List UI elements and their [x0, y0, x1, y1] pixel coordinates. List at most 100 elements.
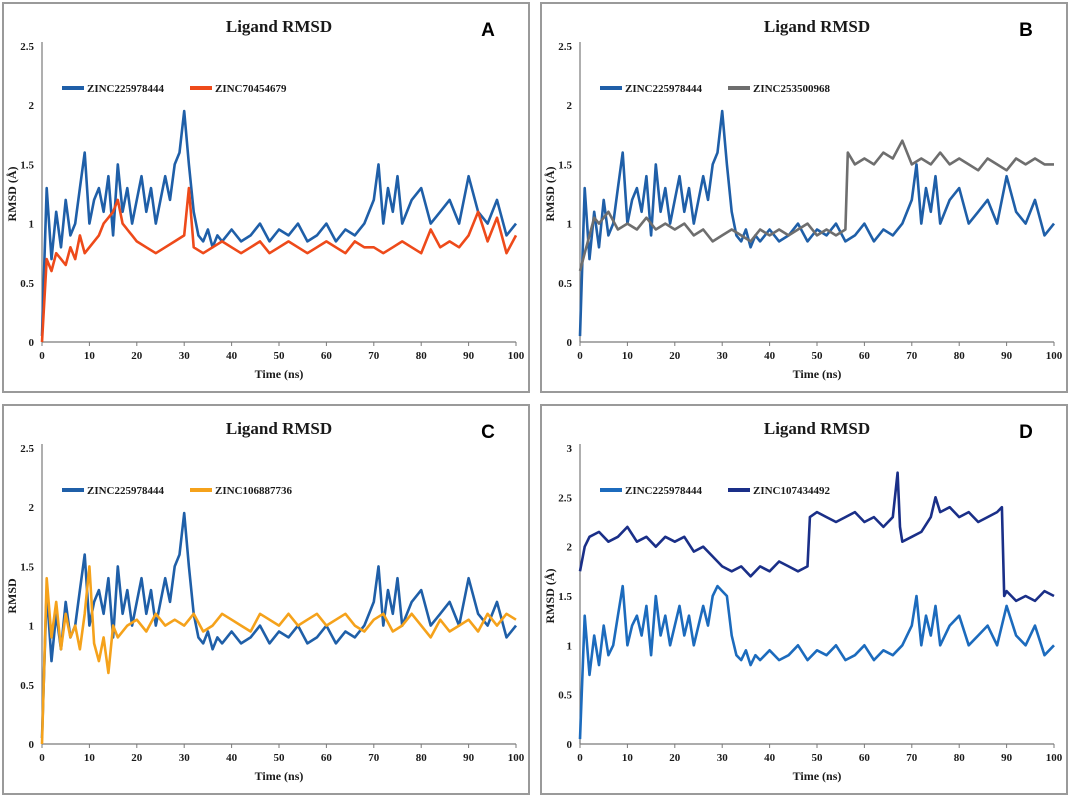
y-tick-label: 2.5	[20, 41, 34, 53]
x-tick-label: 40	[226, 752, 238, 764]
legend-label: ZINC225978444	[625, 83, 703, 95]
x-tick-label: 0	[577, 350, 583, 362]
x-tick-label: 10	[84, 350, 96, 362]
y-tick-label: 1.5	[20, 159, 34, 171]
x-tick-label: 0	[39, 752, 45, 764]
y-tick-label: 1	[567, 219, 573, 231]
chart-title-b: Ligand RMSD	[764, 17, 870, 36]
legend-label: ZINC225978444	[87, 83, 165, 95]
chart-title-d: Ligand RMSD	[764, 419, 870, 438]
y-tick-label: 0	[567, 337, 573, 349]
y-tick-label: 0	[29, 337, 35, 349]
y-tick-label: 2.5	[558, 492, 572, 504]
chart-title-a: Ligand RMSD	[226, 17, 332, 36]
x-axis-label: Time (ns)	[255, 367, 304, 381]
chart-panel-b: Ligand RMSD B 0 10 20 30 40 50 60 70 80 90 100 0 0.5 1 1…	[540, 2, 1068, 393]
chart-panel-d: Ligand RMSD D 0 10 20 30 40 50 60 70 80 90 100 0 0.5 1 1…	[540, 404, 1068, 795]
y-axis-label: RMSD (Å)	[543, 167, 557, 222]
y-tick-label: 1	[29, 621, 35, 633]
x-tick-label: 30	[717, 752, 729, 764]
x-tick-label: 70	[368, 752, 380, 764]
x-tick-label: 100	[508, 350, 525, 362]
x-axis-label: Time (ns)	[255, 769, 304, 783]
x-tick-label: 50	[274, 752, 286, 764]
series-line-zinc253500968	[578, 139, 1054, 272]
y-axis-label: RMSD	[5, 578, 19, 614]
x-tick-label: 30	[179, 350, 191, 362]
chart-panel-a: Ligand RMSD A 0 10 20 30 40 50 60 70 80 90 100 0 0.5 1 1…	[2, 2, 530, 393]
chart-a: Ligand RMSD A 0 10 20 30 40 50 60 70 80 90 100 0 0.5 1 1…	[5, 17, 525, 381]
x-tick-label: 80	[954, 350, 966, 362]
x-tick-label: 70	[906, 350, 918, 362]
x-tick-label: 0	[577, 752, 583, 764]
x-tick-label: 30	[179, 752, 191, 764]
panel-label-c: C	[481, 422, 495, 443]
chart-title-c: Ligand RMSD	[226, 419, 332, 438]
y-tick-label: 0.5	[558, 278, 572, 290]
y-tick-label: 0.5	[20, 680, 34, 692]
y-axis-label: RMSD (Å)	[543, 569, 557, 624]
y-tick-label: 2	[29, 100, 35, 112]
x-tick-label: 70	[368, 350, 380, 362]
x-tick-label: 60	[321, 752, 333, 764]
y-tick-label: 0	[29, 739, 35, 751]
x-tick-label: 80	[416, 350, 428, 362]
y-tick-label: 2	[567, 100, 573, 112]
y-tick-label: 2.5	[558, 41, 572, 53]
y-tick-label: 1.5	[558, 159, 572, 171]
legend-label: ZINC253500968	[753, 83, 831, 95]
x-axis-label: Time (ns)	[793, 769, 842, 783]
x-tick-label: 20	[131, 752, 143, 764]
x-tick-label: 20	[669, 752, 681, 764]
panel-label-b: B	[1019, 20, 1033, 41]
x-tick-label: 80	[954, 752, 966, 764]
legend-label: ZINC70454679	[215, 83, 287, 95]
series-line-zinc225978444	[578, 584, 1055, 740]
x-tick-label: 20	[131, 350, 143, 362]
x-tick-label: 10	[622, 752, 634, 764]
series-line-zinc70454679	[40, 186, 518, 343]
x-tick-label: 30	[717, 350, 729, 362]
x-tick-label: 60	[321, 350, 333, 362]
panel-label-d: D	[1019, 422, 1033, 443]
x-tick-label: 90	[1001, 752, 1013, 764]
x-tick-label: 70	[906, 752, 918, 764]
x-tick-label: 10	[622, 350, 634, 362]
y-tick-label: 1	[567, 640, 573, 652]
legend-label: ZINC107434492	[753, 485, 831, 497]
series-line-zinc225978444	[40, 511, 518, 739]
x-tick-label: 90	[463, 752, 475, 764]
y-tick-label: 0	[567, 739, 573, 751]
y-tick-label: 1.5	[20, 561, 34, 573]
y-tick-label: 1.5	[558, 591, 572, 603]
x-tick-label: 40	[226, 350, 238, 362]
legend-label: ZINC225978444	[625, 485, 703, 497]
y-tick-label: 2.5	[20, 443, 34, 455]
y-tick-label: 2	[567, 542, 573, 554]
x-tick-label: 100	[508, 752, 525, 764]
panel-label-a: A	[481, 20, 495, 41]
x-tick-label: 100	[1046, 350, 1063, 362]
legend-label: ZINC106887736	[215, 485, 293, 497]
series-line-zinc106887736	[40, 565, 517, 745]
series-line-zinc107434492	[578, 471, 1055, 603]
chart-panel-c: Ligand RMSD C 0 10 20 30 40 50 60 70 80 90 100 0 0.5 1 1…	[2, 404, 530, 795]
y-axis-label: RMSD (Å)	[5, 167, 19, 222]
x-tick-label: 0	[39, 350, 45, 362]
chart-d: Ligand RMSD D 0 10 20 30 40 50 60 70 80 90 100 0 0.5 1 1…	[543, 419, 1063, 783]
legend-label: ZINC225978444	[87, 485, 165, 497]
x-tick-label: 80	[416, 752, 428, 764]
x-tick-label: 40	[764, 350, 776, 362]
y-tick-label: 3	[567, 443, 573, 455]
y-tick-label: 0.5	[20, 278, 34, 290]
x-tick-label: 10	[84, 752, 96, 764]
y-tick-label: 1	[29, 219, 35, 231]
x-tick-label: 50	[812, 350, 824, 362]
chart-b: Ligand RMSD B 0 10 20 30 40 50 60 70 80 90 100 0 0.5 1 1…	[543, 17, 1063, 381]
y-tick-label: 2	[29, 502, 35, 514]
x-tick-label: 50	[812, 752, 824, 764]
series-line-zinc225978444	[578, 109, 1056, 337]
x-tick-label: 60	[859, 752, 871, 764]
x-tick-label: 50	[274, 350, 286, 362]
x-tick-label: 40	[764, 752, 776, 764]
